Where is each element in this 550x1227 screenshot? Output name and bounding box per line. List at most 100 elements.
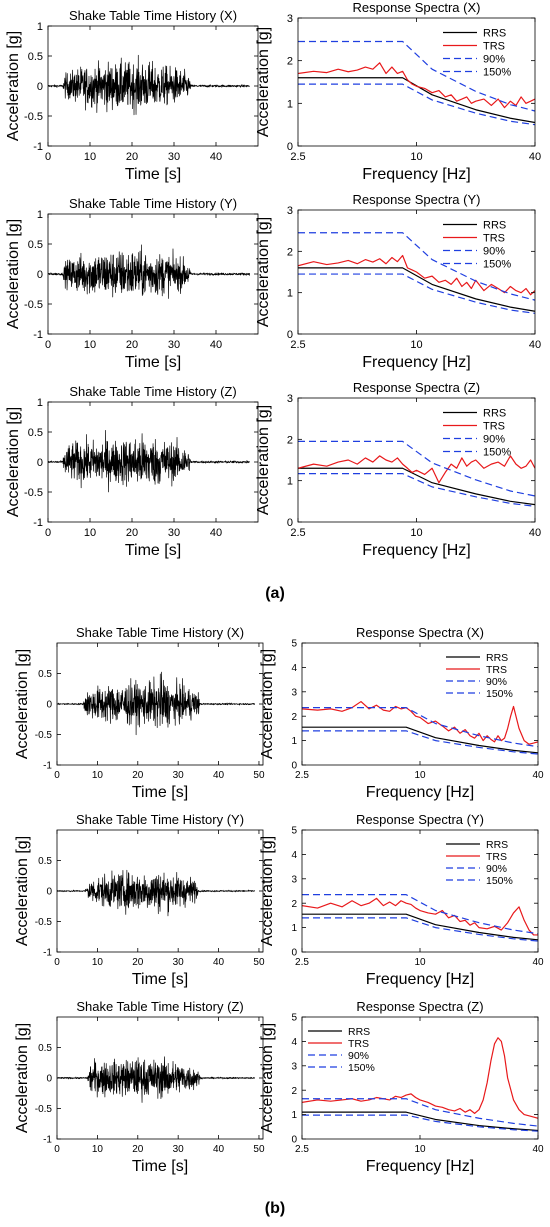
y-tick-label: 2 — [291, 712, 297, 723]
x-tick-label: 2.5 — [295, 1144, 309, 1155]
x-tick-label: 10 — [414, 770, 426, 781]
y-tick-label: -0.5 — [35, 730, 53, 741]
y-axis-label: Acceleration [g] — [255, 405, 272, 515]
x-tick-label: 50 — [253, 957, 265, 968]
y-tick-label: 3 — [287, 393, 293, 405]
series-line-90pct — [298, 83, 535, 126]
x-tick-label: 20 — [132, 770, 144, 781]
panel-label-a: (a) — [265, 585, 285, 602]
x-tick-label: 10 — [414, 1144, 426, 1155]
y-axis-label: Acceleration [g] — [5, 219, 22, 329]
x-axis-label: Time [s] — [125, 166, 181, 183]
plot-area — [302, 700, 538, 755]
plot-area — [48, 244, 250, 299]
series-line-signal — [57, 1056, 256, 1103]
y-tick-label: 1 — [291, 1110, 297, 1121]
y-tick-label: 3 — [287, 13, 293, 25]
x-tick-label: 0 — [54, 957, 60, 968]
y-tick-label: -0.5 — [24, 111, 43, 123]
y-tick-label: 1 — [37, 21, 43, 33]
y-tick-label: -0.5 — [24, 299, 43, 311]
plot-area — [298, 440, 535, 507]
series-line-trs — [298, 455, 535, 484]
chart-a-th-x: Shake Table Time History (X)0 10 20 30 40-1-… — [5, 8, 259, 183]
legend-label: 90% — [483, 245, 505, 257]
y-axis-label: Acceleration [g] — [14, 649, 31, 759]
y-tick-label: 1 — [287, 288, 293, 300]
plot-area — [48, 429, 250, 493]
y-axis-label: Acceleration [g] — [255, 27, 272, 137]
legend-label: RRS — [348, 1026, 370, 1038]
x-tick-label: 30 — [173, 957, 185, 968]
y-tick-label: 1 — [287, 476, 293, 488]
y-tick-label: 0 — [287, 141, 293, 153]
x-axis-label: Frequency [Hz] — [362, 166, 470, 183]
y-tick-label: 2 — [287, 434, 293, 446]
x-axis-label: Frequency [Hz] — [366, 1158, 474, 1175]
y-tick-label: 2 — [287, 56, 293, 68]
series-line-90pct — [302, 917, 538, 942]
legend-label: 90% — [348, 1050, 369, 1062]
chart-a-th-y: Shake Table Time History (Y)0 10 20 30 40-1-… — [5, 196, 259, 371]
x-axis-label: Time [s] — [132, 971, 188, 988]
chart-a-rs-x: Response Spectra (X) 2.5 10 40 0 1 2 3 Frequency… — [255, 0, 541, 183]
x-tick-label: 2.5 — [295, 770, 309, 781]
legend-label: RRS — [483, 407, 506, 419]
x-tick-label: 40 — [529, 339, 541, 351]
series-line-150pct — [302, 894, 538, 935]
series-line-trs — [298, 62, 535, 109]
y-tick-label: 0.5 — [38, 1043, 52, 1054]
x-tick-label: 2.5 — [295, 957, 309, 968]
x-axis-label: Time [s] — [125, 542, 181, 559]
chart-title: Shake Table Time History (Y) — [76, 812, 244, 827]
x-tick-label: 40 — [210, 527, 222, 539]
panel-label-b: (b) — [265, 1200, 285, 1217]
y-tick-label: 1 — [287, 98, 293, 110]
chart-b-rs-y: Response Spectra (Y) 2.5 10 40 0 1 2 3 4 5 Frequen… — [259, 812, 544, 988]
x-axis-label: Time [s] — [132, 1158, 188, 1175]
x-tick-label: 2.5 — [290, 151, 305, 163]
y-tick-label: 0 — [46, 1074, 52, 1085]
y-tick-label: 1 — [291, 923, 297, 934]
series-line-rrs — [302, 726, 538, 754]
chart-title: Shake Table Time History (X) — [76, 625, 244, 640]
y-tick-label: 4 — [291, 1037, 297, 1048]
x-tick-label: 30 — [173, 1144, 185, 1155]
plot-area — [298, 232, 535, 314]
legend-label: 90% — [483, 433, 505, 445]
y-tick-label: 0 — [37, 457, 43, 469]
x-tick-label: 0 — [54, 1144, 60, 1155]
y-axis-label: Acceleration [g] — [259, 1023, 276, 1133]
legend-label: 90% — [483, 53, 505, 65]
y-axis-label: Acceleration [g] — [14, 1023, 31, 1133]
legend-label: RRS — [486, 839, 508, 851]
y-tick-label: 0 — [46, 700, 52, 711]
y-axis-label: Acceleration [g] — [5, 31, 22, 141]
y-tick-label: 1 — [37, 397, 43, 409]
y-tick-label: 4 — [291, 850, 297, 861]
y-tick-label: -1 — [33, 517, 43, 529]
legend-label: 150% — [486, 688, 513, 700]
x-tick-label: 10 — [84, 527, 96, 539]
y-tick-label: -1 — [33, 329, 43, 341]
y-tick-label: 3 — [291, 1061, 297, 1072]
x-tick-label: 40 — [532, 957, 544, 968]
chart-b-rs-z: Response Spectra (Z) 2.5 10 40 0 1 2 3 4 5 Frequen… — [259, 999, 544, 1175]
plot-area — [57, 1056, 256, 1103]
x-tick-label: 2.5 — [290, 527, 305, 539]
x-tick-label: 20 — [126, 339, 138, 351]
y-tick-label: 0 — [291, 1135, 297, 1146]
x-tick-label: 40 — [213, 1144, 225, 1155]
y-tick-label: -0.5 — [35, 917, 53, 928]
legend-label: RRS — [483, 27, 506, 39]
y-axis-label: Acceleration [g] — [259, 649, 276, 759]
x-tick-label: 0 — [45, 339, 51, 351]
series-line-trs — [302, 897, 538, 936]
y-tick-label: -0.5 — [24, 487, 43, 499]
legend-label: RRS — [483, 219, 506, 231]
chart-title: Shake Table Time History (X) — [69, 8, 237, 23]
plot-area — [302, 894, 538, 942]
series-line-150pct — [302, 1098, 538, 1127]
